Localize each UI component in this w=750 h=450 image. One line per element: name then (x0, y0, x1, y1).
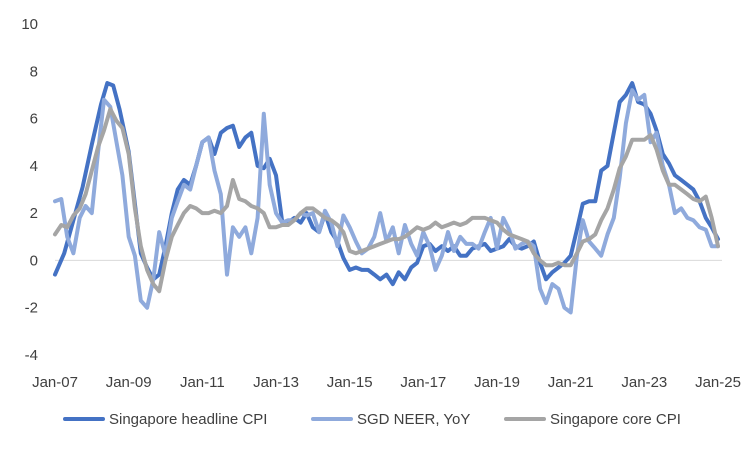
y-tick-label: 6 (30, 111, 38, 128)
x-tick-label: Jan-17 (400, 374, 446, 391)
x-tick-label: Jan-13 (253, 374, 299, 391)
legend-label-singapore-headline-cpi: Singapore headline CPI (109, 411, 267, 428)
x-tick-label: Jan-11 (180, 374, 225, 391)
y-tick-label: -4 (25, 347, 38, 364)
y-tick-label: 10 (21, 16, 38, 33)
legend: Singapore headline CPI SGD NEER, YoY Singa… (63, 411, 681, 428)
y-tick-label: 8 (30, 63, 38, 80)
y-tick-label: 2 (30, 205, 38, 222)
x-tick-label: Jan-07 (32, 374, 78, 391)
legend-label-sgd-neer-yoy: SGD NEER, YoY (357, 411, 470, 428)
y-axis-labels: -4 -2 0 2 4 6 8 10 (21, 16, 38, 364)
y-tick-label: -2 (25, 300, 38, 317)
series-line-sgd-neer-yoy (53, 88, 720, 315)
x-tick-label: Jan-15 (327, 374, 373, 391)
x-tick-label: Jan-19 (474, 374, 520, 391)
y-tick-label: 0 (30, 252, 38, 269)
series-line-singapore-headline-cpi (53, 81, 720, 287)
x-tick-label: Jan-21 (548, 374, 594, 391)
y-tick-label: 4 (30, 158, 38, 175)
x-tick-label: Jan-09 (106, 374, 152, 391)
x-tick-label: Jan-25 (695, 374, 741, 391)
x-tick-label: Jan-23 (621, 374, 667, 391)
x-axis-labels: Jan-07 Jan-09 Jan-11 Jan-13 Jan-15 Jan-17 Jan-… (32, 374, 741, 391)
series-lines (53, 81, 720, 315)
series-line-singapore-core-cpi (53, 107, 720, 294)
legend-label-singapore-core-cpi: Singapore core CPI (550, 411, 681, 428)
